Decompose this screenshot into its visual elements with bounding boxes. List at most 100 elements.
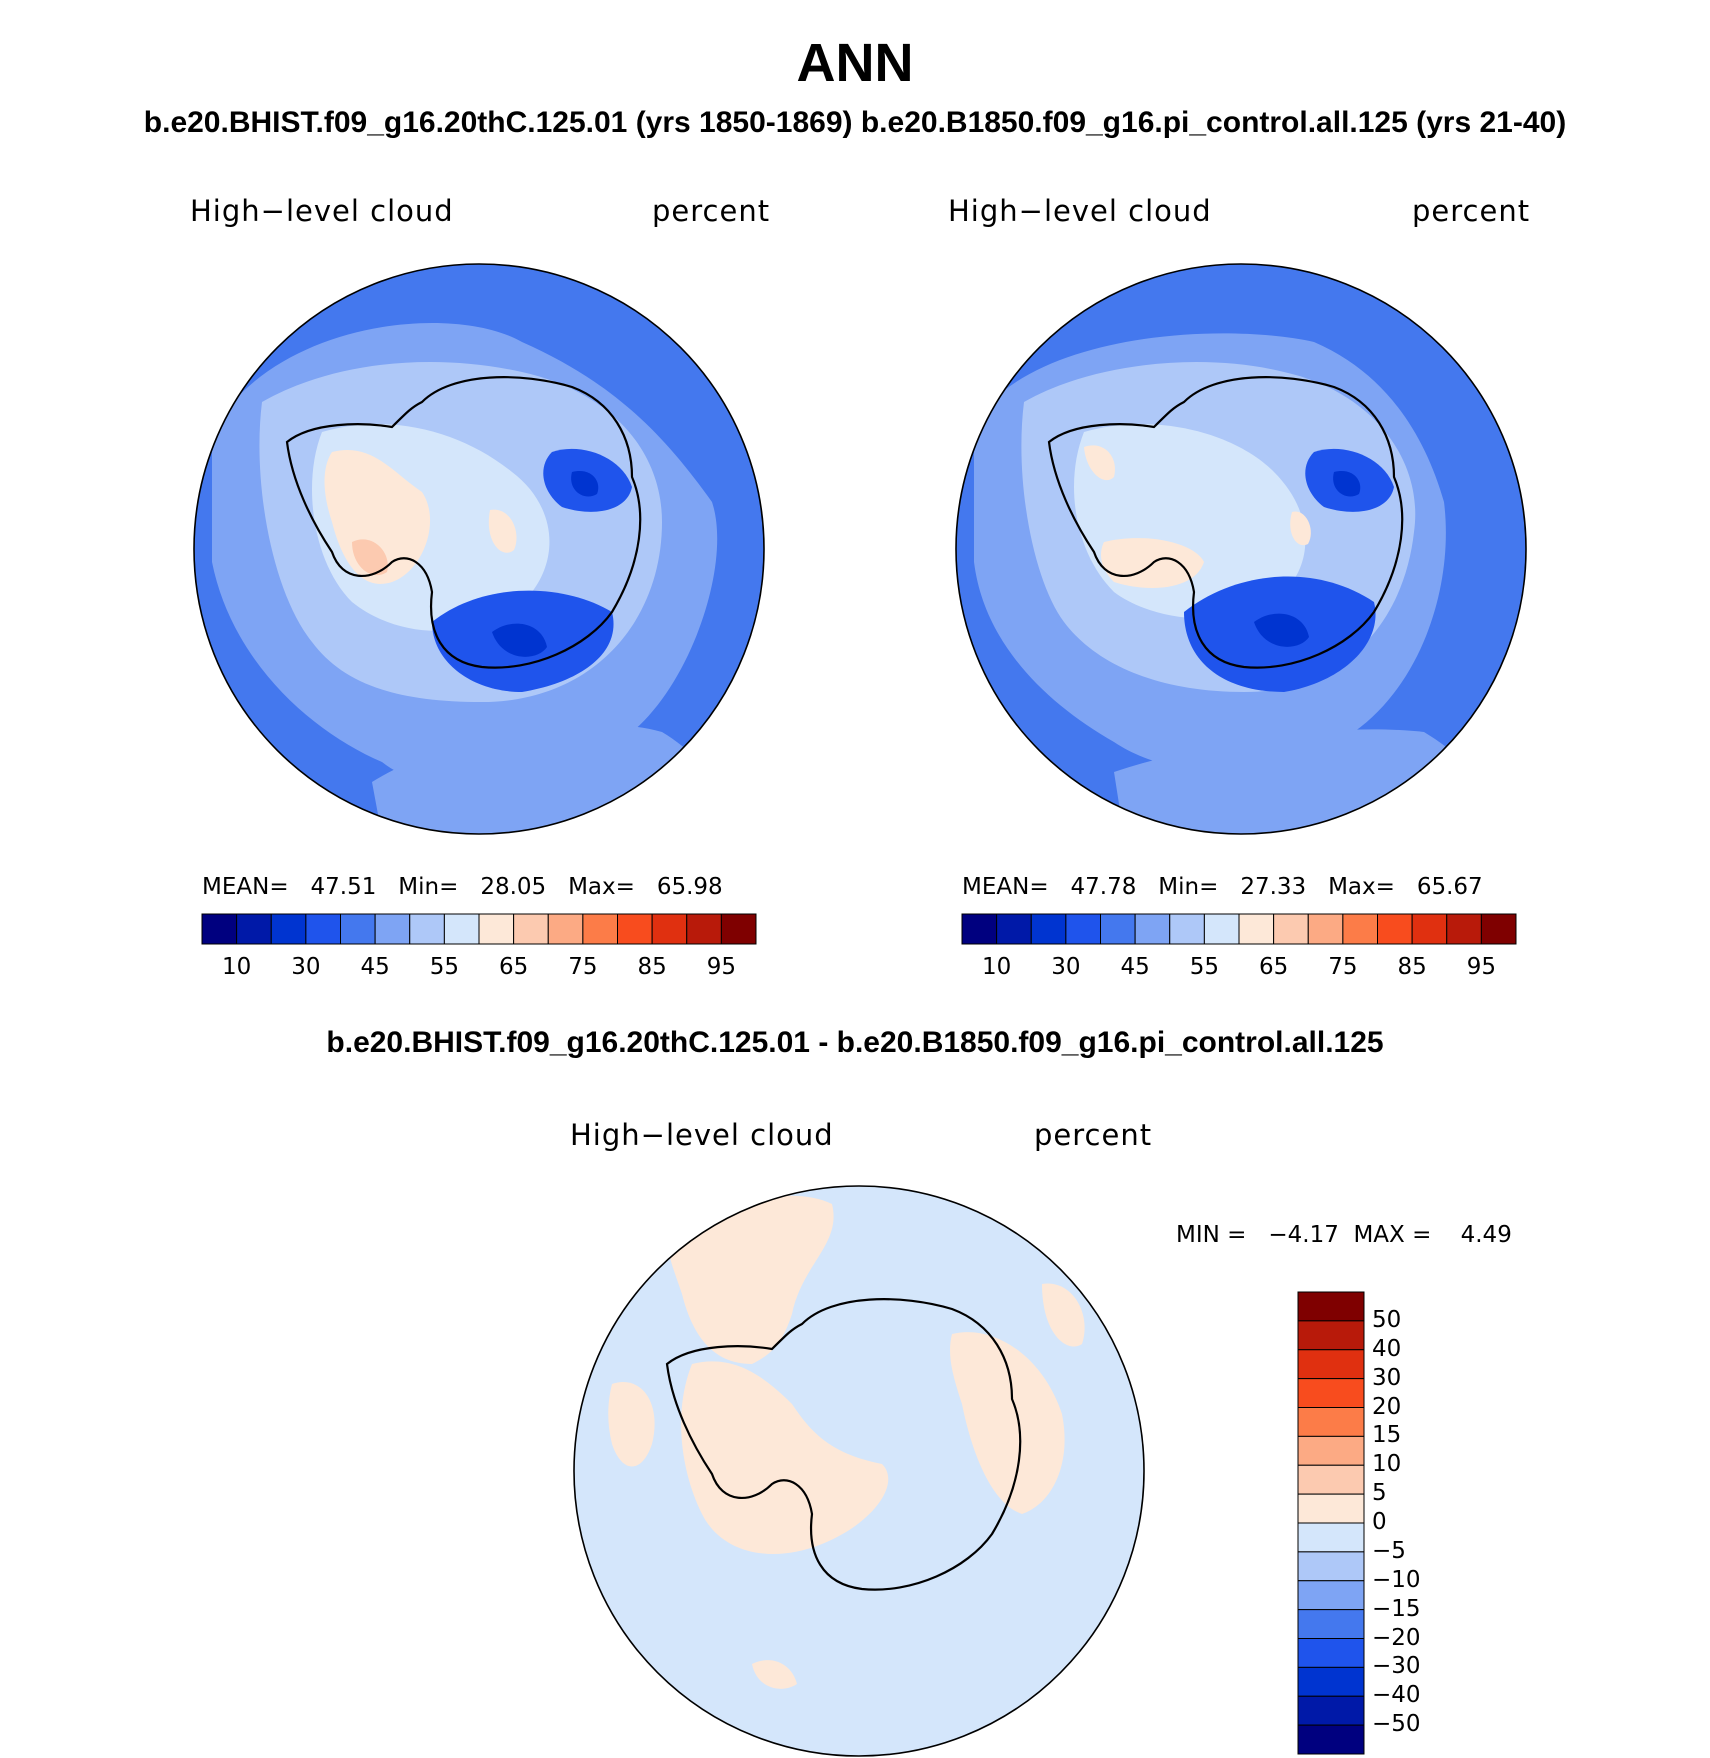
colorbar-swatch (1297, 1580, 1365, 1611)
panel1-variable-label: High−level cloud (190, 194, 454, 228)
colorbar-swatch (1273, 913, 1309, 945)
map-border (955, 263, 1527, 835)
colorbar-tick-label: 85 (1397, 954, 1427, 980)
colorbar-tick-label: 15 (1372, 1422, 1402, 1449)
colorbar-tick-label: 95 (1466, 954, 1497, 980)
panel1-polar-map (193, 263, 765, 835)
colorbar-swatch (1203, 913, 1240, 945)
colorbar-tick-label: 5 (1372, 1480, 1387, 1507)
difference-polar-map (573, 1185, 1145, 1757)
colorbar-tick-label: 10 (221, 954, 252, 980)
colorbar-swatch (270, 913, 307, 945)
colorbar-swatch (1297, 1522, 1365, 1553)
colorbar-swatch (686, 913, 722, 945)
colorbar-swatch (1297, 1291, 1365, 1322)
colorbar-swatch (305, 913, 341, 945)
figure-subtitle: b.e20.BHIST.f09_g16.20thC.125.01 (yrs 18… (143, 106, 1567, 139)
colorbar-swatch (1297, 1551, 1365, 1582)
panel2-colorbar-ticks: 10 30 45 55 65 75 85 95 (962, 954, 1516, 984)
difference-title: b.e20.BHIST.f09_g16.20thC.125.01 - b.e20… (326, 1026, 1384, 1059)
positive-region-south (752, 1660, 797, 1689)
colorbar-tick-label: 30 (291, 954, 321, 980)
colorbar-swatch (1480, 913, 1517, 945)
colorbar-swatch (1297, 1407, 1365, 1437)
colorbar-swatch (1030, 913, 1067, 945)
map-border (193, 263, 765, 835)
colorbar-swatch (1297, 1638, 1365, 1668)
colorbar-swatch (547, 913, 584, 945)
colorbar-swatch (1297, 1378, 1365, 1408)
deeper-low-south (1254, 613, 1309, 647)
colorbar-swatch (1297, 1320, 1365, 1351)
positive-region-north (667, 1195, 834, 1364)
colorbar-tick-label: 75 (568, 954, 598, 980)
diff-stats: MIN = −4.17 MAX = 4.49 (1176, 1222, 1512, 1248)
panel1-units-label: percent (652, 194, 771, 228)
colorbar-tick-label: 30 (1051, 954, 1081, 980)
colorbar-swatch (1342, 913, 1378, 945)
colorbar-swatch (1134, 913, 1171, 945)
colorbar-tick-label: 95 (706, 954, 737, 980)
panel2-units-label: percent (1412, 194, 1531, 228)
colorbar-swatch (1297, 1666, 1365, 1697)
colorbar-swatch (1100, 913, 1136, 945)
figure-title: ANN (796, 33, 914, 93)
colorbar-swatch (409, 913, 445, 945)
colorbar-tick-label: 10 (981, 954, 1012, 980)
colorbar-swatch (1297, 1435, 1365, 1466)
colorbar-swatch (582, 913, 618, 945)
colorbar-swatch (374, 913, 411, 945)
colorbar-tick-label: 10 (1372, 1451, 1402, 1478)
colorbar-swatch (651, 913, 688, 945)
colorbar-swatch (1297, 1349, 1365, 1380)
difference-colorbar (1297, 1291, 1365, 1755)
positive-region-east (950, 1332, 1065, 1514)
colorbar-tick-label: −10 (1372, 1566, 1421, 1593)
colorbar-swatch (617, 913, 653, 945)
warm-core (352, 539, 388, 576)
deeper-low-east (1333, 471, 1361, 497)
colorbar-swatch (1169, 913, 1205, 945)
colorbar-tick-label: 85 (637, 954, 667, 980)
antarctica-coastline (665, 1298, 1022, 1591)
colorbar-tick-label: 55 (1189, 954, 1220, 980)
panel2-colorbar (961, 913, 1517, 945)
colorbar-tick-label: 40 (1372, 1335, 1402, 1362)
colorbar-tick-label: −50 (1372, 1711, 1421, 1738)
colorbar-tick-label: −5 (1372, 1537, 1406, 1564)
colorbar-swatch (201, 913, 238, 945)
colorbar-swatch (443, 913, 480, 945)
antarctica-coastline (1047, 376, 1404, 669)
colorbar-swatch (720, 913, 757, 945)
colorbar-tick-label: 55 (429, 954, 460, 980)
colorbar-tick-label: 65 (1258, 954, 1289, 980)
colorbar-swatch (996, 913, 1032, 945)
positive-region-northeast (1042, 1283, 1085, 1347)
colorbar-tick-label: 45 (360, 954, 390, 980)
colorbar-swatch (1377, 913, 1413, 945)
colorbar-swatch (1297, 1464, 1365, 1495)
warm-patch (324, 450, 431, 584)
diff-variable-label: High−level cloud (570, 1118, 834, 1152)
antarctica-coastline (285, 376, 642, 669)
colorbar-swatch (961, 913, 998, 945)
colorbar-swatch (236, 913, 272, 945)
colorbar-tick-label: 50 (1372, 1306, 1402, 1333)
colorbar-tick-label: 65 (498, 954, 529, 980)
colorbar-tick-label: 75 (1328, 954, 1358, 980)
panel2-variable-label: High−level cloud (948, 194, 1212, 228)
colorbar-swatch (1411, 913, 1448, 945)
colorbar-swatch (1446, 913, 1482, 945)
colorbar-swatch (513, 913, 549, 945)
deeper-low-east (571, 471, 599, 497)
colorbar-swatch (1297, 1609, 1365, 1639)
panel2-stats: MEAN= 47.78 Min= 27.33 Max= 65.67 (962, 874, 1483, 900)
colorbar-tick-label: 30 (1372, 1364, 1402, 1391)
warm-patch-north (1084, 445, 1115, 481)
colorbar-tick-label: 45 (1120, 954, 1150, 980)
panel2-polar-map (955, 263, 1527, 835)
deeper-low-south (492, 623, 547, 657)
colorbar-swatch (1297, 1695, 1365, 1726)
colorbar-tick-label: 20 (1372, 1393, 1402, 1420)
positive-region-west (608, 1382, 655, 1467)
